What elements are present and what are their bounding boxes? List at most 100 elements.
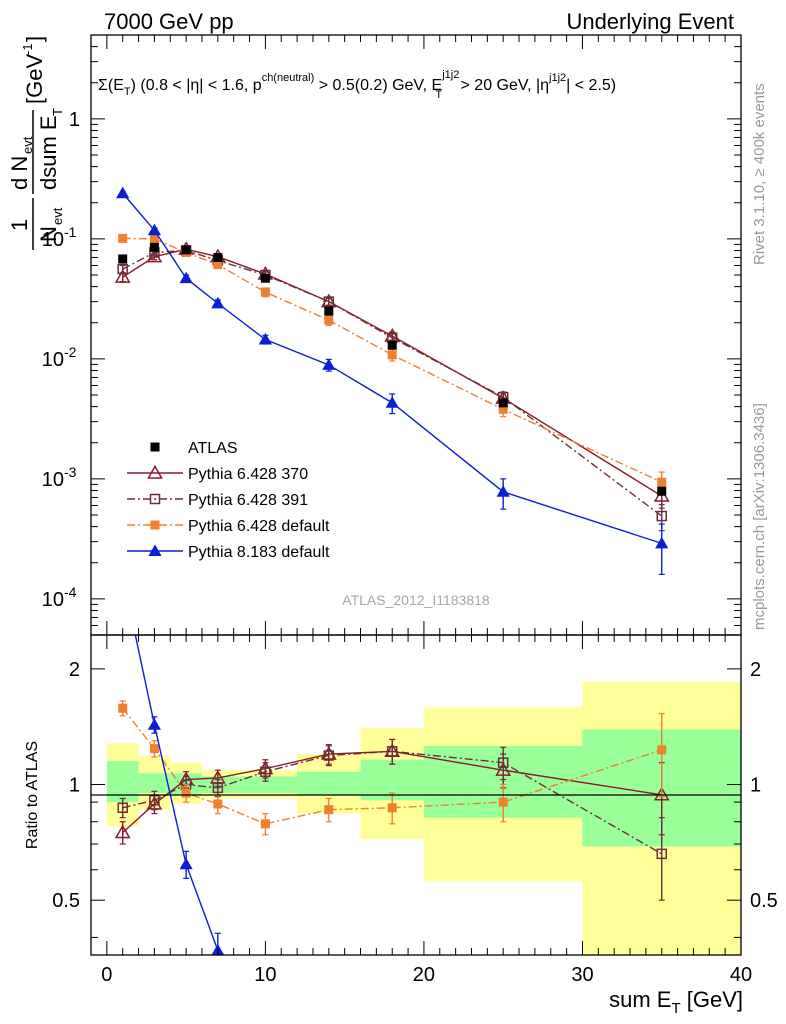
ratio-point-pythia-6-428-391 bbox=[260, 766, 271, 777]
legend-label: ATLAS bbox=[188, 440, 238, 457]
ratio-point-pythia-6-428-391 bbox=[497, 757, 509, 768]
y-axis-title-ratio: Ratio to ATLAS bbox=[24, 741, 41, 849]
main-point-atlas bbox=[498, 398, 508, 408]
y-tick-label-main: 10 bbox=[42, 229, 64, 251]
y-tick-exponent-main: -4 bbox=[64, 584, 77, 600]
main-point-pythia-6-428-391 bbox=[323, 296, 335, 307]
y-tick-exponent-main: -1 bbox=[64, 224, 77, 240]
header-right: Underlying Event bbox=[566, 9, 734, 34]
y-title-one: 1 bbox=[7, 219, 32, 231]
x-tick-label: 40 bbox=[730, 964, 752, 986]
legend-item-pythia-6-428-370: Pythia 6.428 370 bbox=[127, 464, 308, 483]
y-tick-label-ratio-right: 1 bbox=[750, 775, 761, 797]
ratio-point-pythia-6-428-default bbox=[149, 744, 159, 754]
main-title: Σ(ET) (0.8 < |η| < 1.6, pch(neutral) > 0… bbox=[98, 69, 616, 101]
ratio-band-green bbox=[233, 776, 298, 794]
ratio-point-pythia-6-428-391 bbox=[386, 746, 398, 757]
y-tick-label-ratio-left: 0.5 bbox=[52, 890, 80, 912]
ratio-point-pythia-6-428-default bbox=[181, 788, 191, 798]
main-point-pythia-6-428-default bbox=[324, 315, 334, 325]
main-point-pythia-8-183-default bbox=[147, 223, 162, 236]
ratio-point-pythia-6-428-default bbox=[324, 805, 334, 815]
legend-item-pythia-6-428-391: Pythia 6.428 391 bbox=[127, 492, 308, 509]
y-tick-exponent-main: -3 bbox=[64, 464, 77, 480]
y-tick-label-ratio-left: 1 bbox=[69, 775, 80, 797]
ratio-point-pythia-6-428-default bbox=[118, 703, 128, 713]
y-title-dN-sub: evt bbox=[20, 136, 35, 154]
legend-marker-sample bbox=[150, 442, 160, 452]
x-tick-label: 10 bbox=[254, 964, 276, 986]
ratio-point-pythia-6-428-default bbox=[213, 799, 223, 809]
main-point-pythia-6-428-370 bbox=[146, 248, 163, 263]
y-title-dN: d N bbox=[7, 156, 32, 190]
legend-item-pythia-8-183-default: Pythia 8.183 default bbox=[127, 544, 330, 561]
y-title-unit-exp: -1 bbox=[20, 43, 35, 55]
y-title-N: N bbox=[36, 226, 61, 242]
main-point-atlas bbox=[324, 306, 334, 316]
legend-marker-sample bbox=[147, 464, 163, 479]
ratio-point-pythia-6-428-391 bbox=[117, 802, 128, 814]
ratio-point-pythia-6-428-default bbox=[260, 819, 270, 829]
ratio-point-pythia-8-183-default bbox=[147, 718, 162, 730]
main-point-atlas bbox=[149, 242, 159, 252]
y-tick-exponent-main: -2 bbox=[64, 344, 77, 360]
legend-label: Pythia 6.428 default bbox=[188, 518, 330, 535]
main-point-pythia-6-428-default bbox=[387, 350, 397, 360]
ratio-point-pythia-6-428-391 bbox=[323, 750, 335, 761]
side-text-rivet: Rivet 3.1.10, ≥ 400k events bbox=[751, 83, 768, 265]
ratio-point-pythia-6-428-370 bbox=[114, 824, 131, 839]
main-point-pythia-6-428-default bbox=[498, 404, 508, 414]
main-point-atlas bbox=[213, 252, 223, 262]
main-point-pythia-6-428-default bbox=[213, 260, 223, 270]
header-left: 7000 GeV pp bbox=[104, 9, 234, 34]
x-axis-title: sum ET [GeV] bbox=[609, 987, 743, 1017]
ratio-point-pythia-6-428-370 bbox=[653, 786, 670, 801]
side-text-mcplots: mcplots.cern.ch [arXiv:1306.3436] bbox=[751, 403, 768, 630]
main-point-pythia-6-428-default bbox=[260, 287, 270, 297]
y-title-T-sub: T bbox=[50, 108, 65, 116]
ratio-band-green bbox=[297, 771, 361, 795]
main-point-pythia-8-183-default bbox=[655, 536, 669, 549]
main-point-pythia-6-428-default bbox=[118, 233, 128, 243]
y-title-unit-close: ] bbox=[22, 36, 47, 42]
ratio-point-pythia-6-428-391 bbox=[656, 848, 667, 860]
legend-item-pythia-6-428-default: Pythia 6.428 default bbox=[127, 518, 330, 535]
main-point-pythia-6-428-default bbox=[149, 234, 159, 244]
ratio-line-pythia-6-428-default bbox=[122, 707, 662, 825]
main-point-pythia-6-428-default bbox=[657, 477, 667, 487]
y-title-dsumE: dsum E bbox=[36, 115, 61, 190]
main-point-atlas bbox=[181, 245, 191, 255]
legend-label: Pythia 8.183 default bbox=[188, 544, 330, 561]
main-line-pythia-6-428-370 bbox=[122, 248, 663, 497]
y-tick-label-ratio-right: 0.5 bbox=[750, 890, 778, 912]
y-title-unit: [GeV bbox=[22, 54, 47, 104]
ratio-point-pythia-6-428-391 bbox=[212, 782, 224, 794]
y-tick-label-ratio-left: 2 bbox=[69, 659, 80, 681]
main-point-pythia-6-428-391 bbox=[656, 510, 667, 522]
legend-marker-sample bbox=[148, 544, 162, 556]
y-tick-label-main: 1 bbox=[69, 109, 80, 131]
y-title-evt-sub: evt bbox=[50, 207, 65, 225]
analysis-id: ATLAS_2012_I1183818 bbox=[342, 592, 490, 608]
ratio-point-pythia-6-428-391 bbox=[149, 795, 160, 806]
y-tick-label-main: 10 bbox=[42, 349, 64, 371]
main-point-pythia-8-183-default bbox=[496, 485, 510, 497]
legend: ATLAS Pythia 6.428 370 Pythia 6.428 391 Pyt… bbox=[127, 440, 330, 561]
ratio-point-pythia-6-428-default bbox=[498, 797, 508, 807]
legend-marker-sample bbox=[150, 520, 160, 530]
main-point-pythia-8-183-default bbox=[322, 358, 336, 370]
x-tick-label: 30 bbox=[571, 964, 593, 986]
x-tick-label: 20 bbox=[413, 964, 435, 986]
legend-marker-sample bbox=[149, 493, 161, 505]
main-point-atlas bbox=[657, 486, 667, 496]
main-point-atlas bbox=[387, 340, 397, 350]
main-line-pythia-8-183-default bbox=[122, 192, 662, 545]
main-point-pythia-8-183-default bbox=[385, 396, 399, 408]
ratio-point-pythia-6-428-default bbox=[657, 745, 667, 755]
main-point-pythia-6-428-391 bbox=[117, 263, 128, 275]
ratio-band-green bbox=[106, 761, 139, 803]
y-tick-label-main: 10 bbox=[42, 469, 64, 491]
ratio-point-pythia-6-428-default bbox=[387, 803, 397, 813]
